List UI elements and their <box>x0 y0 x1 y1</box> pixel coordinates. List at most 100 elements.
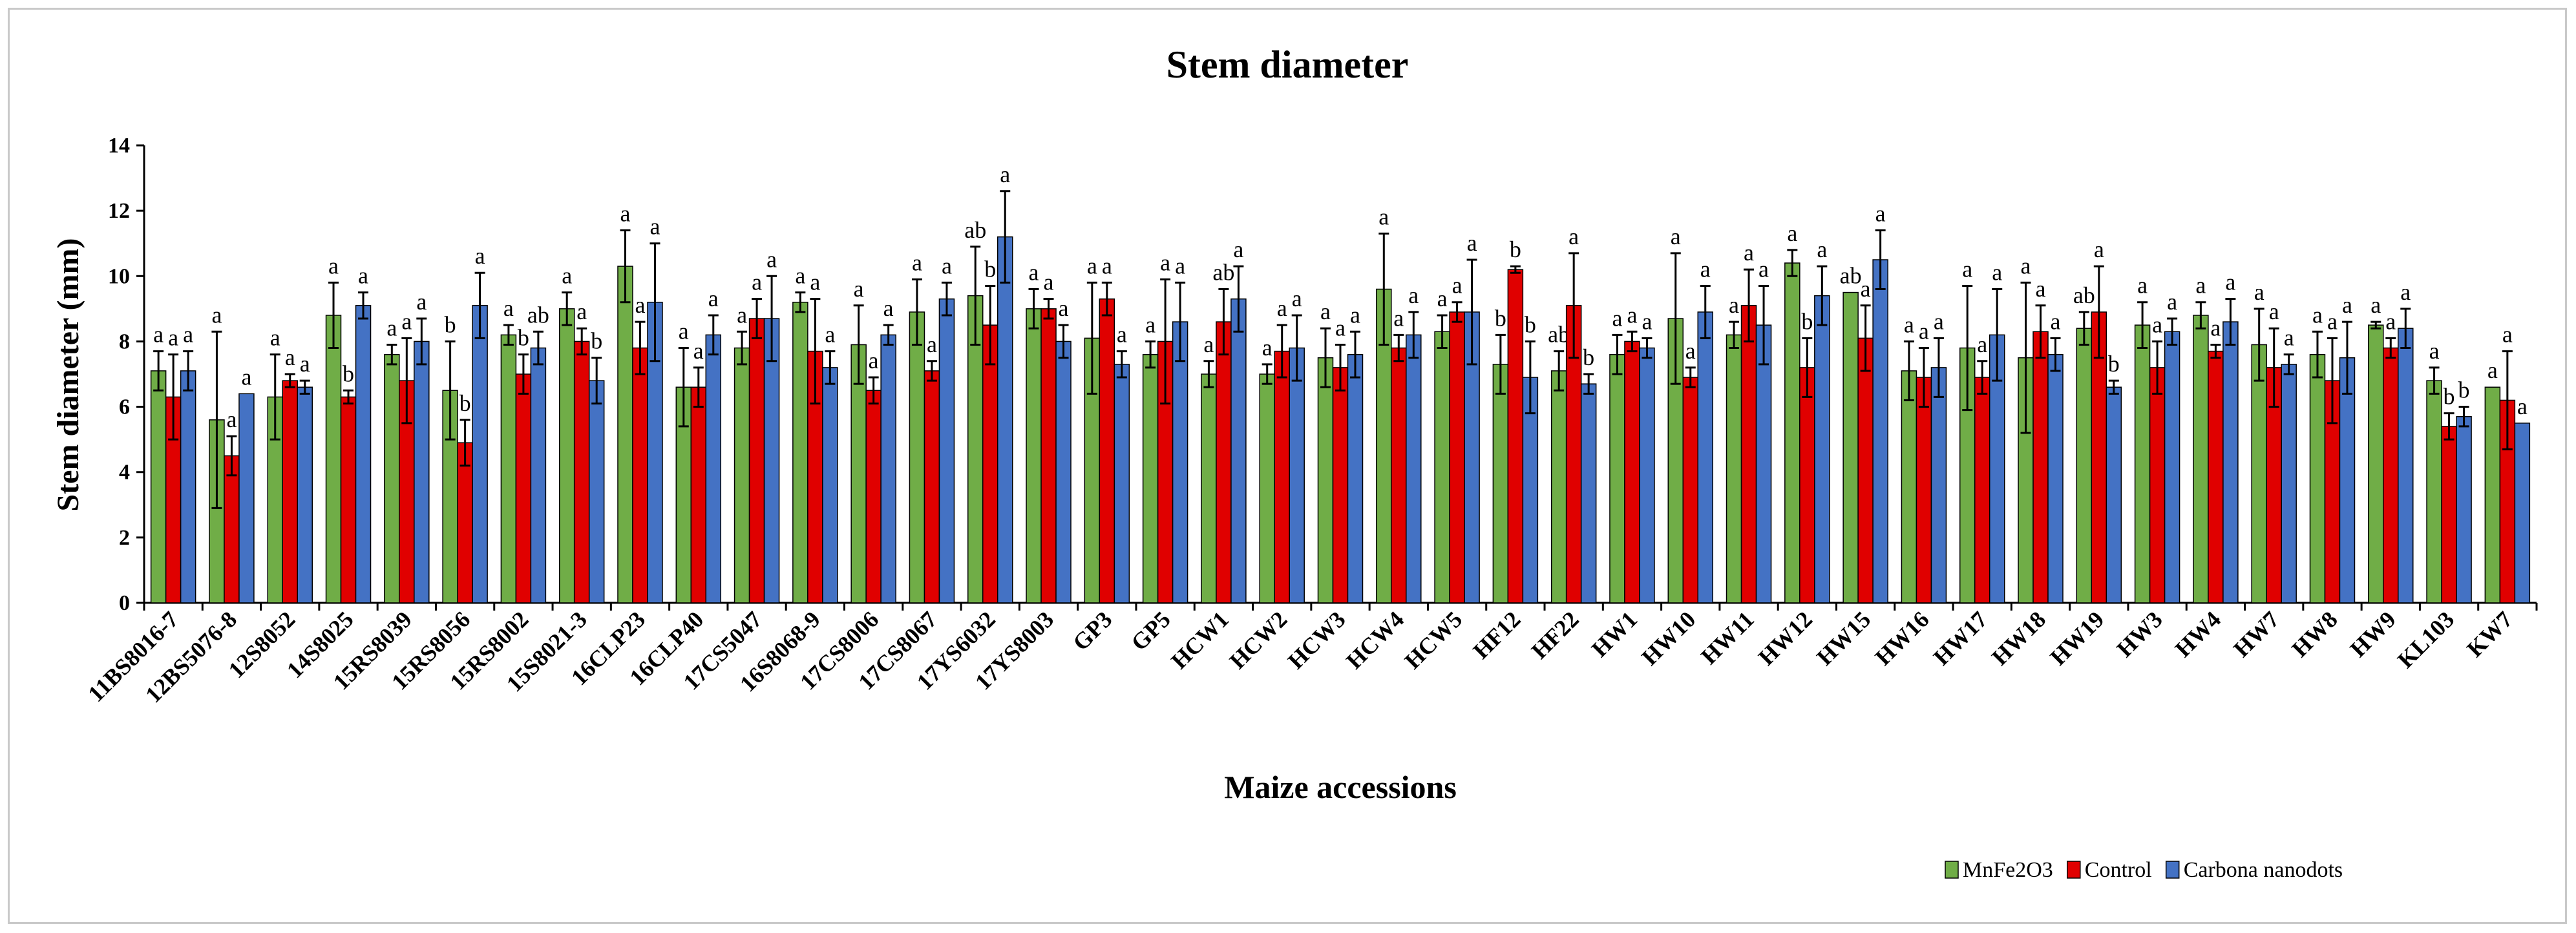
bar-carbona-nanodots <box>822 367 838 603</box>
significance-letter: b <box>1583 344 1594 370</box>
significance-letter: a <box>708 286 719 311</box>
bar-control <box>748 318 765 603</box>
bar-control <box>224 455 240 603</box>
significance-letter: b <box>1510 236 1521 262</box>
bar-mnfe2o3 <box>2426 380 2442 603</box>
significance-letter: a <box>1203 331 1214 357</box>
significance-letter: b <box>2444 384 2455 410</box>
bar-carbona-nanodots <box>1580 383 1597 603</box>
significance-letter: a <box>1277 295 1287 321</box>
bar-mnfe2o3 <box>1317 357 1334 603</box>
significance-letter: a <box>1102 253 1112 278</box>
significance-letter: a <box>241 364 251 390</box>
bar-carbona-nanodots <box>530 347 547 603</box>
significance-letter: a <box>2152 311 2162 337</box>
significance-letter: a <box>2210 315 2221 341</box>
significance-letter: b <box>1801 308 1813 334</box>
category-label: GP5 <box>1126 606 1175 655</box>
significance-letter: a <box>1817 236 1827 262</box>
significance-letter: a <box>1861 276 1871 302</box>
significance-letter: b <box>2108 351 2120 377</box>
bar-control <box>1332 367 1349 603</box>
bar-carbona-nanodots <box>705 334 722 603</box>
bar-mnfe2o3 <box>1201 373 1217 603</box>
significance-letter: a <box>635 292 645 318</box>
significance-letter: a <box>1467 230 1477 256</box>
bar-control <box>632 347 648 603</box>
category-label: HW12 <box>1753 606 1817 670</box>
significance-letter: b <box>591 328 602 354</box>
significance-letter: a <box>2094 236 2104 262</box>
bar-carbona-nanodots <box>1755 324 1772 603</box>
significance-letter: b <box>518 325 529 351</box>
category-label: HW8 <box>2286 606 2342 662</box>
bar-carbona-nanodots <box>1406 334 1422 603</box>
significance-letter: a <box>270 325 280 351</box>
bar-control <box>282 380 298 603</box>
bar-mnfe2o3 <box>1609 353 1625 603</box>
significance-letter: a <box>386 315 397 341</box>
category-label: HW1 <box>1587 606 1642 662</box>
category-label: HW9 <box>2345 606 2401 662</box>
bar-mnfe2o3 <box>2309 353 2326 603</box>
bar-carbona-nanodots <box>1055 341 1072 603</box>
bar-carbona-nanodots <box>997 236 1013 603</box>
bar-control <box>1624 341 1640 603</box>
significance-letter: a <box>1452 273 1462 299</box>
bar-carbona-nanodots <box>1114 364 1130 603</box>
significance-letter: a <box>2342 292 2352 318</box>
significance-letter: ab <box>1212 260 1234 286</box>
bar-control <box>1857 337 1874 603</box>
significance-letter: a <box>2517 393 2528 419</box>
bar-mnfe2o3 <box>2193 315 2209 603</box>
stem-diameter-chart: Stem diameter Stem diameter (mm) Maize a… <box>51 43 2538 882</box>
significance-letter: b <box>984 256 996 282</box>
significance-letter: a <box>300 351 310 377</box>
significance-letter: a <box>854 276 864 302</box>
legend-label: Control <box>2085 858 2152 882</box>
significance-letter: a <box>2284 325 2294 351</box>
significance-letter: a <box>2225 269 2235 295</box>
legend-label: MnFe2O3 <box>1963 858 2053 882</box>
category-label: HF12 <box>1468 606 1525 664</box>
significance-letter: a <box>1437 286 1448 311</box>
bar-control <box>340 396 357 603</box>
significance-letter: a <box>2429 338 2440 364</box>
significance-letter: a <box>1758 256 1769 282</box>
significance-letter: a <box>912 249 922 275</box>
significance-letter: a <box>1059 295 1069 321</box>
significance-letter: a <box>1612 305 1622 331</box>
bar-carbona-nanodots <box>414 341 430 603</box>
significance-letter: a <box>2487 357 2498 383</box>
significance-letter: a <box>285 344 295 370</box>
significance-letter: a <box>1627 302 1637 328</box>
y-tick-label: 8 <box>119 330 130 353</box>
category-label: HCW3 <box>1283 606 1351 674</box>
bar-carbona-nanodots <box>938 298 955 603</box>
legend-swatch <box>2165 861 2180 879</box>
y-tick-label: 2 <box>119 526 130 550</box>
bar-mnfe2o3 <box>500 334 517 603</box>
bar-carbona-nanodots <box>1639 347 1655 603</box>
bar-mnfe2o3 <box>909 311 925 603</box>
significance-letter: a <box>2195 273 2206 299</box>
category-label: HW11 <box>1696 606 1759 669</box>
significance-letter: ab <box>964 217 986 243</box>
bar-control <box>1740 305 1757 603</box>
bar-mnfe2o3 <box>2484 386 2501 603</box>
significance-letter: a <box>942 253 952 278</box>
y-tick-label: 12 <box>108 199 130 223</box>
bar-carbona-nanodots <box>1872 259 1888 603</box>
significance-letter: a <box>211 302 222 328</box>
bar-carbona-nanodots <box>1930 367 1947 603</box>
significance-letter: b <box>459 390 471 416</box>
bar-mnfe2o3 <box>2076 328 2093 603</box>
plot-area: 0246810121411BS8016-712BS5076-812S805214… <box>83 134 2538 708</box>
category-label: HF22 <box>1526 606 1584 664</box>
bar-control <box>457 442 473 603</box>
bar-carbona-nanodots <box>238 393 255 603</box>
category-label: HW18 <box>1987 606 2051 670</box>
chart-title: Stem diameter <box>1167 43 1409 86</box>
bar-mnfe2o3 <box>2368 324 2384 603</box>
significance-letter: a <box>1642 308 1652 334</box>
